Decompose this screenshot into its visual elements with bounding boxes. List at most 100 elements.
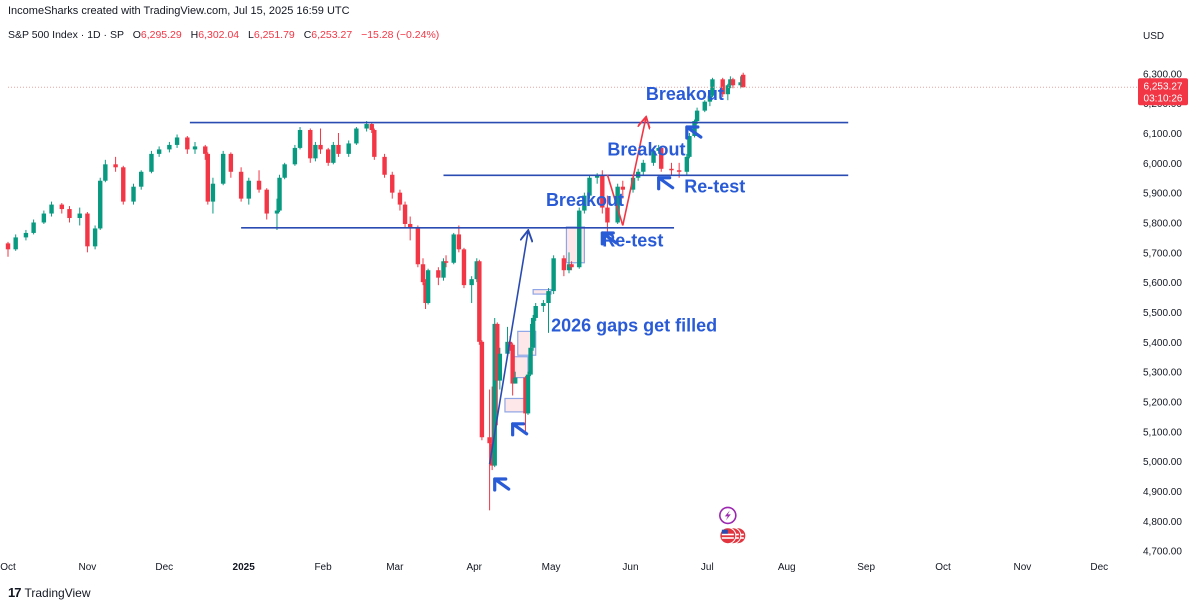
- candle[interactable]: [297, 127, 303, 150]
- candle[interactable]: [569, 261, 574, 271]
- candle[interactable]: [456, 225, 462, 253]
- candle[interactable]: [77, 207, 82, 226]
- candle[interactable]: [256, 170, 262, 193]
- candle[interactable]: [308, 128, 313, 163]
- candle[interactable]: [528, 323, 533, 377]
- candle[interactable]: [264, 188, 269, 220]
- candle[interactable]: [710, 77, 715, 98]
- candle[interactable]: [246, 177, 251, 205]
- candle[interactable]: [210, 177, 216, 214]
- candle[interactable]: [92, 225, 98, 250]
- candle[interactable]: [702, 100, 707, 113]
- trend-line[interactable]: [606, 174, 624, 226]
- candle[interactable]: [582, 192, 587, 214]
- annotation-text[interactable]: Re-test: [602, 230, 663, 250]
- candle[interactable]: [694, 107, 700, 125]
- pointer-arrow-icon[interactable]: [511, 422, 529, 437]
- candle[interactable]: [331, 141, 336, 165]
- candle[interactable]: [740, 72, 746, 88]
- candle[interactable]: [103, 159, 108, 183]
- annotation-text[interactable]: Breakout: [646, 84, 724, 104]
- candle[interactable]: [541, 300, 546, 312]
- candle[interactable]: [67, 206, 72, 223]
- candle[interactable]: [687, 132, 692, 159]
- candle[interactable]: [474, 258, 479, 283]
- candle[interactable]: [461, 247, 467, 289]
- trend-line[interactable]: [488, 231, 528, 465]
- candle[interactable]: [615, 183, 620, 224]
- candle[interactable]: [274, 198, 280, 230]
- candle[interactable]: [372, 128, 377, 160]
- candle[interactable]: [620, 180, 625, 199]
- candle[interactable]: [5, 241, 11, 257]
- candle[interactable]: [566, 252, 572, 274]
- candle[interactable]: [423, 279, 428, 309]
- candle[interactable]: [220, 150, 226, 186]
- candle[interactable]: [149, 150, 154, 174]
- candle[interactable]: [131, 183, 136, 205]
- candle[interactable]: [523, 376, 528, 432]
- gap-box[interactable]: [532, 289, 552, 295]
- candle[interactable]: [167, 141, 172, 153]
- candle[interactable]: [495, 322, 500, 426]
- candle[interactable]: [402, 201, 408, 229]
- tradingview-brand[interactable]: 17 TradingView: [8, 585, 91, 600]
- candle[interactable]: [121, 165, 126, 205]
- candle[interactable]: [577, 207, 582, 269]
- candle[interactable]: [436, 267, 441, 286]
- annotation-text[interactable]: Breakout: [546, 190, 624, 210]
- candle[interactable]: [415, 225, 421, 268]
- candle[interactable]: [336, 132, 341, 157]
- candle[interactable]: [451, 232, 456, 265]
- candle[interactable]: [382, 153, 387, 178]
- candle[interactable]: [23, 229, 29, 241]
- pointer-arrow-icon[interactable]: [657, 176, 675, 191]
- candle[interactable]: [513, 371, 518, 384]
- candle[interactable]: [13, 234, 18, 251]
- candle[interactable]: [669, 162, 674, 175]
- annotation-text[interactable]: Breakout: [607, 139, 685, 159]
- candle[interactable]: [318, 128, 323, 154]
- candle[interactable]: [497, 347, 503, 390]
- candle[interactable]: [205, 152, 211, 205]
- candle[interactable]: [326, 147, 331, 166]
- candle[interactable]: [354, 127, 359, 145]
- candle[interactable]: [139, 170, 144, 190]
- candle[interactable]: [738, 76, 743, 89]
- candle[interactable]: [684, 153, 690, 175]
- candle[interactable]: [277, 174, 282, 213]
- annotation-text[interactable]: 2026 gaps get filled: [551, 315, 717, 335]
- candle[interactable]: [707, 94, 713, 107]
- candle[interactable]: [443, 255, 449, 268]
- trend-line[interactable]: [622, 118, 646, 226]
- candle[interactable]: [59, 203, 64, 214]
- candle[interactable]: [530, 314, 536, 351]
- candle[interactable]: [41, 210, 47, 224]
- pointer-arrow-icon[interactable]: [685, 125, 703, 140]
- candle[interactable]: [477, 259, 482, 345]
- us-flag-icon[interactable]: [719, 527, 747, 545]
- candle[interactable]: [420, 258, 426, 286]
- candle[interactable]: [238, 167, 244, 202]
- candle[interactable]: [174, 134, 180, 148]
- candle[interactable]: [192, 141, 198, 154]
- candle[interactable]: [113, 156, 118, 172]
- candle[interactable]: [282, 162, 287, 180]
- candle[interactable]: [313, 141, 318, 162]
- candle[interactable]: [487, 389, 492, 511]
- candle[interactable]: [441, 258, 446, 281]
- candle[interactable]: [489, 386, 495, 471]
- candle[interactable]: [651, 147, 656, 166]
- candle[interactable]: [641, 159, 646, 175]
- pointer-arrow-icon[interactable]: [600, 231, 618, 246]
- candle[interactable]: [203, 144, 208, 160]
- candle[interactable]: [397, 189, 403, 211]
- candle[interactable]: [156, 146, 162, 157]
- candle[interactable]: [292, 144, 298, 166]
- candle[interactable]: [369, 122, 374, 133]
- candle[interactable]: [730, 77, 736, 89]
- candle[interactable]: [587, 174, 592, 199]
- candle[interactable]: [185, 135, 190, 154]
- candle[interactable]: [656, 144, 661, 154]
